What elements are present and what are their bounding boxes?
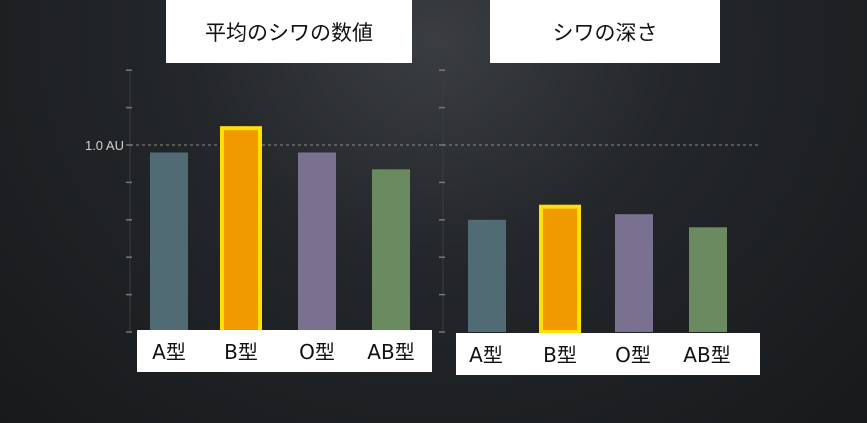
x-tick-label: AB型 (367, 340, 415, 364)
x-tick-label: A型 (152, 340, 186, 364)
bar-AB型 (689, 227, 727, 332)
x-tick-label: A型 (469, 343, 503, 367)
bar-A型 (468, 219, 506, 332)
x-tick-label: O型 (299, 340, 335, 364)
bar-B型 (220, 126, 262, 334)
category-labels-left: A型 B型 O型 AB型 (137, 330, 432, 372)
bar-A型 (150, 152, 188, 332)
title-text: 平均のシワの数値 (205, 20, 373, 45)
x-tick-label: O型 (615, 343, 651, 367)
bar-O型 (298, 152, 336, 332)
title-text: シワの深さ (552, 20, 658, 45)
category-labels-right: A型 B型 O型 AB型 (456, 333, 760, 375)
bar-O型 (615, 214, 653, 332)
chart-title-right: シワの深さ (490, 0, 720, 63)
x-tick-label: B型 (224, 340, 258, 364)
x-tick-label: B型 (543, 343, 577, 367)
bar-B型 (539, 204, 581, 335)
bar-AB型 (372, 169, 410, 332)
x-tick-label: AB型 (683, 343, 731, 367)
chart-title-left: 平均のシワの数値 (166, 0, 412, 63)
y-tick-label: 1.0 AU (85, 138, 124, 153)
